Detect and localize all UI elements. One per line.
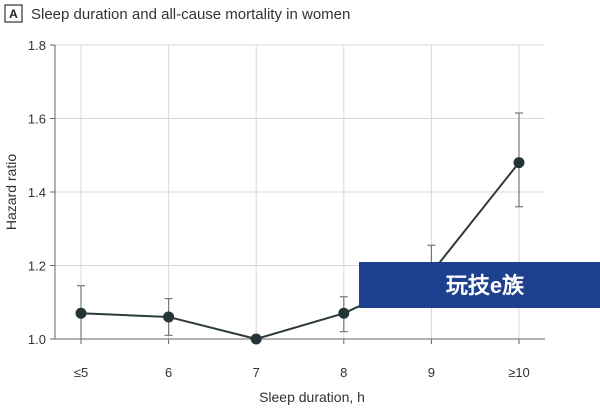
data-point <box>250 333 262 345</box>
y-tick-label: 1.4 <box>28 185 46 200</box>
data-point <box>163 311 175 323</box>
x-tick-label: 9 <box>428 365 435 380</box>
x-tick-label: ≤5 <box>74 365 88 380</box>
y-tick-label: 1.0 <box>28 332 46 347</box>
y-tick-label: 1.2 <box>28 259 46 274</box>
y-tick-label: 1.6 <box>28 112 46 127</box>
watermark: 玩技e族 <box>359 262 600 308</box>
x-axis-label: Sleep duration, h <box>259 389 365 405</box>
data-point <box>75 307 87 319</box>
x-tick-label: 8 <box>340 365 347 380</box>
chart-title: Sleep duration and all-cause mortality i… <box>31 6 350 23</box>
watermark-banner <box>359 262 600 308</box>
x-tick-labels: ≤5 6 7 8 9 ≥10 <box>74 365 530 380</box>
y-tick-labels: 1.0 1.2 1.4 1.6 1.8 <box>28 38 46 347</box>
y-axis-label: Hazard ratio <box>3 154 19 230</box>
data-points <box>75 157 525 345</box>
x-tick-label: ≥10 <box>508 365 530 380</box>
panel-label: A <box>9 7 18 21</box>
axis-layer <box>50 44 545 344</box>
x-tick-label: 6 <box>165 365 172 380</box>
x-tick-label: 7 <box>253 365 260 380</box>
panel-label-box <box>4 4 23 23</box>
series-line <box>80 161 520 341</box>
y-tick-label: 1.8 <box>28 38 46 53</box>
data-point <box>513 157 525 169</box>
watermark-text: 玩技e族 <box>446 273 525 298</box>
data-point <box>338 307 350 319</box>
series-line-layer <box>80 161 520 341</box>
